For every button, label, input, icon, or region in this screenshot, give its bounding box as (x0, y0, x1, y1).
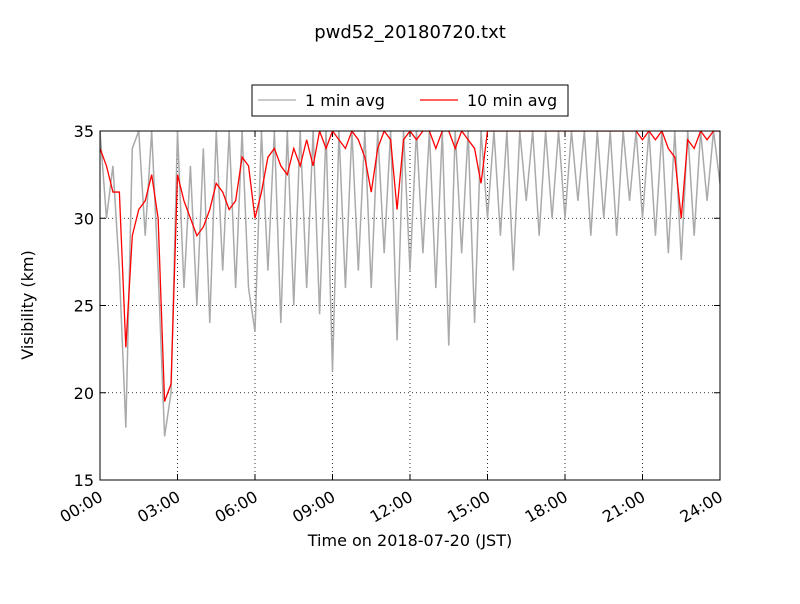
legend-box (251, 84, 569, 117)
y-tick-label: 15 (74, 471, 94, 490)
series-line (100, 131, 720, 402)
y-tick-label: 25 (74, 297, 94, 316)
y-tick-label: 30 (74, 209, 94, 228)
legend-label: 1 min avg (305, 91, 385, 110)
x-axis-label: Time on 2018-07-20 (JST) (307, 531, 512, 550)
legend-label: 10 min avg (467, 91, 557, 110)
y-axis-label: Visibility (km) (18, 250, 37, 359)
plot-frame (99, 130, 721, 481)
chart-title: pwd52_20180720.txt (314, 22, 506, 43)
legend: 1 min avg 10 min avg (251, 84, 569, 117)
series-line (100, 131, 720, 437)
y-tick-label: 20 (74, 384, 94, 403)
y-tick-label: 35 (74, 122, 94, 141)
